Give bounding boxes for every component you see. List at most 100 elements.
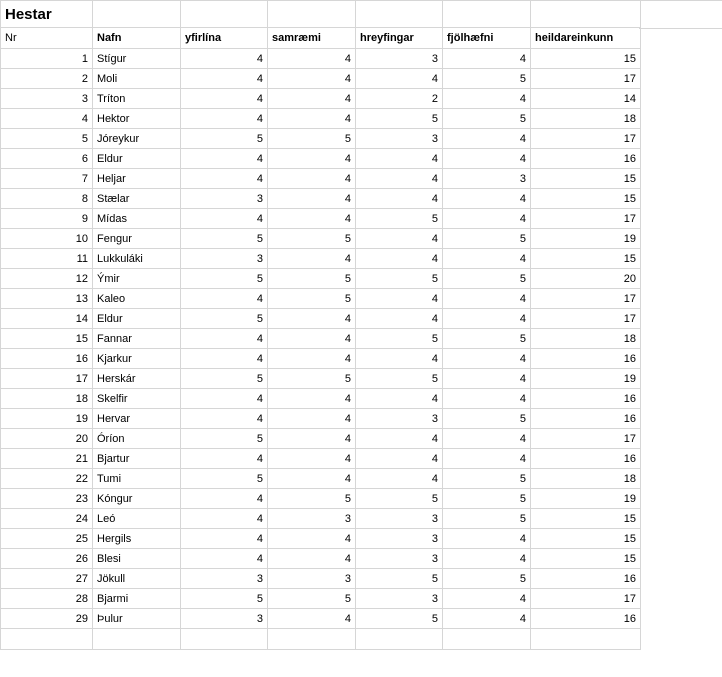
cell-value[interactable]: 16	[530, 388, 641, 409]
cell-value[interactable]: 3	[180, 608, 268, 629]
cell-value[interactable]: 3	[180, 248, 268, 269]
cell-value[interactable]: 19	[530, 228, 641, 249]
cell-value[interactable]: 5	[267, 288, 356, 309]
cell-value[interactable]: 16	[530, 408, 641, 429]
cell-value[interactable]: 4	[355, 68, 443, 89]
empty-cell[interactable]	[267, 0, 356, 28]
cell-name[interactable]: Hektor	[92, 108, 181, 129]
cell-value[interactable]: 4	[355, 428, 443, 449]
cell-value[interactable]: 4	[442, 148, 531, 169]
cell-value[interactable]: 3	[267, 508, 356, 529]
cell-value[interactable]: 5	[442, 468, 531, 489]
header-cell-nafn[interactable]: Nafn	[92, 27, 181, 49]
cell-value[interactable]: 4	[355, 248, 443, 269]
cell-value[interactable]: 4	[355, 468, 443, 489]
cell-value[interactable]: 4	[355, 308, 443, 329]
cell-value[interactable]: 5	[355, 108, 443, 129]
cell-value[interactable]: 24	[0, 508, 93, 529]
cell-value[interactable]: 15	[530, 188, 641, 209]
cell-value[interactable]: 3	[355, 408, 443, 429]
cell-value[interactable]: 4	[267, 468, 356, 489]
cell-value[interactable]: 16	[530, 348, 641, 369]
cell-name[interactable]: Hergils	[92, 528, 181, 549]
cell-value[interactable]: 5	[267, 588, 356, 609]
cell-name[interactable]: Kóngur	[92, 488, 181, 509]
cell-value[interactable]: 4	[355, 448, 443, 469]
cell-value[interactable]: 4	[180, 208, 268, 229]
cell-value[interactable]: 4	[180, 288, 268, 309]
header-cell-fjolhaefni[interactable]: fjölhæfni	[442, 27, 531, 49]
cell-value[interactable]: 5	[180, 368, 268, 389]
cell-value[interactable]: 5	[355, 268, 443, 289]
cell-value[interactable]: 3	[355, 548, 443, 569]
cell-value[interactable]: 4	[267, 308, 356, 329]
cell-value[interactable]: 15	[530, 528, 641, 549]
cell-value[interactable]: 4	[442, 368, 531, 389]
cell-value[interactable]: 17	[530, 128, 641, 149]
cell-value[interactable]: 5	[267, 128, 356, 149]
cell-value[interactable]: 5	[180, 308, 268, 329]
cell-value[interactable]: 5	[442, 328, 531, 349]
cell-value[interactable]: 5	[180, 588, 268, 609]
cell-value[interactable]: 4	[180, 548, 268, 569]
cell-name[interactable]: Mídas	[92, 208, 181, 229]
cell-name[interactable]: Óríon	[92, 428, 181, 449]
cell-value[interactable]: 4	[355, 168, 443, 189]
cell-name[interactable]: Ýmir	[92, 268, 181, 289]
cell-value[interactable]: 16	[530, 448, 641, 469]
cell-value[interactable]: 4	[180, 528, 268, 549]
cell-value[interactable]: 5	[180, 228, 268, 249]
cell-value[interactable]: 12	[0, 268, 93, 289]
cell-value[interactable]: 5	[442, 68, 531, 89]
cell-value[interactable]: 5	[442, 268, 531, 289]
cell-value[interactable]: 4	[355, 188, 443, 209]
cell-value[interactable]: 18	[530, 328, 641, 349]
cell-value[interactable]: 4	[442, 588, 531, 609]
cell-value[interactable]: 5	[442, 408, 531, 429]
cell-value[interactable]: 5	[180, 128, 268, 149]
cell-value[interactable]: 4	[180, 488, 268, 509]
cell-value[interactable]: 4	[180, 388, 268, 409]
cell-name[interactable]: Hervar	[92, 408, 181, 429]
cell-value[interactable]: 14	[530, 88, 641, 109]
cell-value[interactable]: 17	[530, 428, 641, 449]
cell-value[interactable]: 3	[355, 128, 443, 149]
cell-value[interactable]: 16	[530, 608, 641, 629]
cell-value[interactable]: 20	[0, 428, 93, 449]
cell-value[interactable]: 7	[0, 168, 93, 189]
cell-value[interactable]: 4	[267, 408, 356, 429]
cell-value[interactable]: 4	[442, 88, 531, 109]
header-cell-samraemi[interactable]: samræmi	[267, 27, 356, 49]
cell-value[interactable]: 15	[0, 328, 93, 349]
cell-value[interactable]: 5	[442, 508, 531, 529]
cell-value[interactable]: 4	[267, 168, 356, 189]
cell-value[interactable]: 3	[267, 568, 356, 589]
cell-name[interactable]: Kjarkur	[92, 348, 181, 369]
cell-value[interactable]: 4	[267, 188, 356, 209]
cell-value[interactable]: 16	[0, 348, 93, 369]
cell-value[interactable]: 29	[0, 608, 93, 629]
cell-name[interactable]: Jökull	[92, 568, 181, 589]
cell-value[interactable]: 15	[530, 548, 641, 569]
cell-value[interactable]: 5	[180, 428, 268, 449]
cell-value[interactable]: 4	[442, 188, 531, 209]
cell-value[interactable]: 17	[530, 308, 641, 329]
cell-value[interactable]: 4	[442, 128, 531, 149]
cell-value[interactable]: 17	[530, 288, 641, 309]
cell-value[interactable]: 3	[442, 168, 531, 189]
cell-name[interactable]: Blesi	[92, 548, 181, 569]
cell-value[interactable]: 25	[0, 528, 93, 549]
empty-cell[interactable]	[180, 628, 268, 650]
cell-value[interactable]: 4	[355, 228, 443, 249]
cell-value[interactable]: 16	[530, 148, 641, 169]
cell-name[interactable]: Lukkuláki	[92, 248, 181, 269]
cell-value[interactable]: 13	[0, 288, 93, 309]
cell-value[interactable]: 17	[0, 368, 93, 389]
cell-value[interactable]: 4	[442, 448, 531, 469]
cell-value[interactable]: 1	[0, 48, 93, 69]
cell-name[interactable]: Tríton	[92, 88, 181, 109]
cell-value[interactable]: 4	[180, 148, 268, 169]
cell-value[interactable]: 3	[355, 528, 443, 549]
cell-value[interactable]: 4	[180, 108, 268, 129]
empty-cell[interactable]	[530, 0, 641, 28]
